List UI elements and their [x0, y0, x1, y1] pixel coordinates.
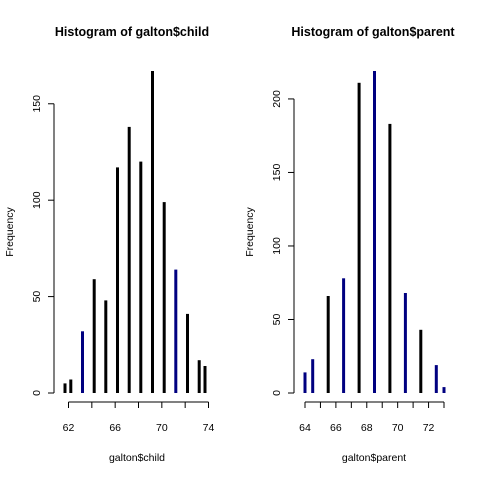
x-tick-label: 68	[361, 422, 373, 434]
bar	[92, 279, 96, 393]
panel-parent: Histogram of galton$parent galton$parent…	[244, 25, 455, 464]
bar	[116, 167, 119, 393]
x-tick-label: 70	[392, 422, 404, 434]
bar	[139, 161, 143, 393]
x-axis: 64 66 68 70 72	[299, 401, 445, 434]
bars	[63, 71, 207, 394]
x-axis: 62 66 70 74	[63, 401, 215, 434]
bar	[162, 202, 166, 393]
x-tick-label: 70	[156, 422, 168, 434]
bar	[342, 278, 346, 393]
y-axis-label: Frequency	[244, 206, 256, 256]
bar	[104, 300, 108, 393]
x-tick-label: 66	[330, 422, 342, 434]
y-axis: 0 50 100 150 200	[271, 90, 295, 396]
y-tick-label: 100	[271, 237, 283, 255]
chart-title: Histogram of galton$child	[55, 25, 209, 39]
bar	[357, 82, 361, 394]
y-tick-label: 50	[271, 313, 283, 325]
bar	[419, 329, 423, 393]
x-tick-label: 64	[299, 422, 311, 434]
bar	[442, 387, 446, 393]
y-tick-label: 150	[31, 95, 43, 113]
y-axis: 0 50 100 150	[31, 95, 55, 396]
bar	[69, 379, 73, 393]
x-axis-label: galton$parent	[342, 452, 406, 464]
x-tick-label: 74	[203, 422, 215, 434]
y-tick-label: 200	[271, 90, 283, 108]
bar	[127, 126, 131, 394]
y-tick-label: 0	[31, 390, 43, 396]
y-axis-label: Frequency	[4, 206, 16, 256]
y-tick-label: 0	[271, 390, 283, 396]
x-tick-label: 66	[109, 422, 121, 434]
x-tick-label: 72	[423, 422, 435, 434]
bar	[311, 359, 315, 393]
bar	[197, 360, 201, 393]
bar	[403, 293, 407, 393]
chart-title: Histogram of galton$parent	[291, 25, 455, 39]
y-tick-label: 150	[271, 164, 283, 182]
bar	[174, 269, 178, 393]
bar	[63, 383, 67, 393]
bar	[326, 296, 330, 393]
panel-child: Histogram of galton$child galton$child F…	[4, 25, 214, 464]
bar	[434, 365, 438, 393]
bar	[303, 372, 307, 393]
bar	[373, 71, 376, 393]
x-axis-label: galton$child	[109, 452, 165, 464]
bars	[303, 71, 446, 394]
bar	[388, 123, 392, 394]
bar	[203, 366, 207, 393]
bar	[186, 313, 189, 393]
y-tick-label: 100	[31, 191, 43, 209]
x-tick-label: 62	[63, 422, 75, 434]
y-tick-label: 50	[31, 291, 43, 303]
bar	[81, 331, 84, 393]
bar	[151, 71, 154, 393]
